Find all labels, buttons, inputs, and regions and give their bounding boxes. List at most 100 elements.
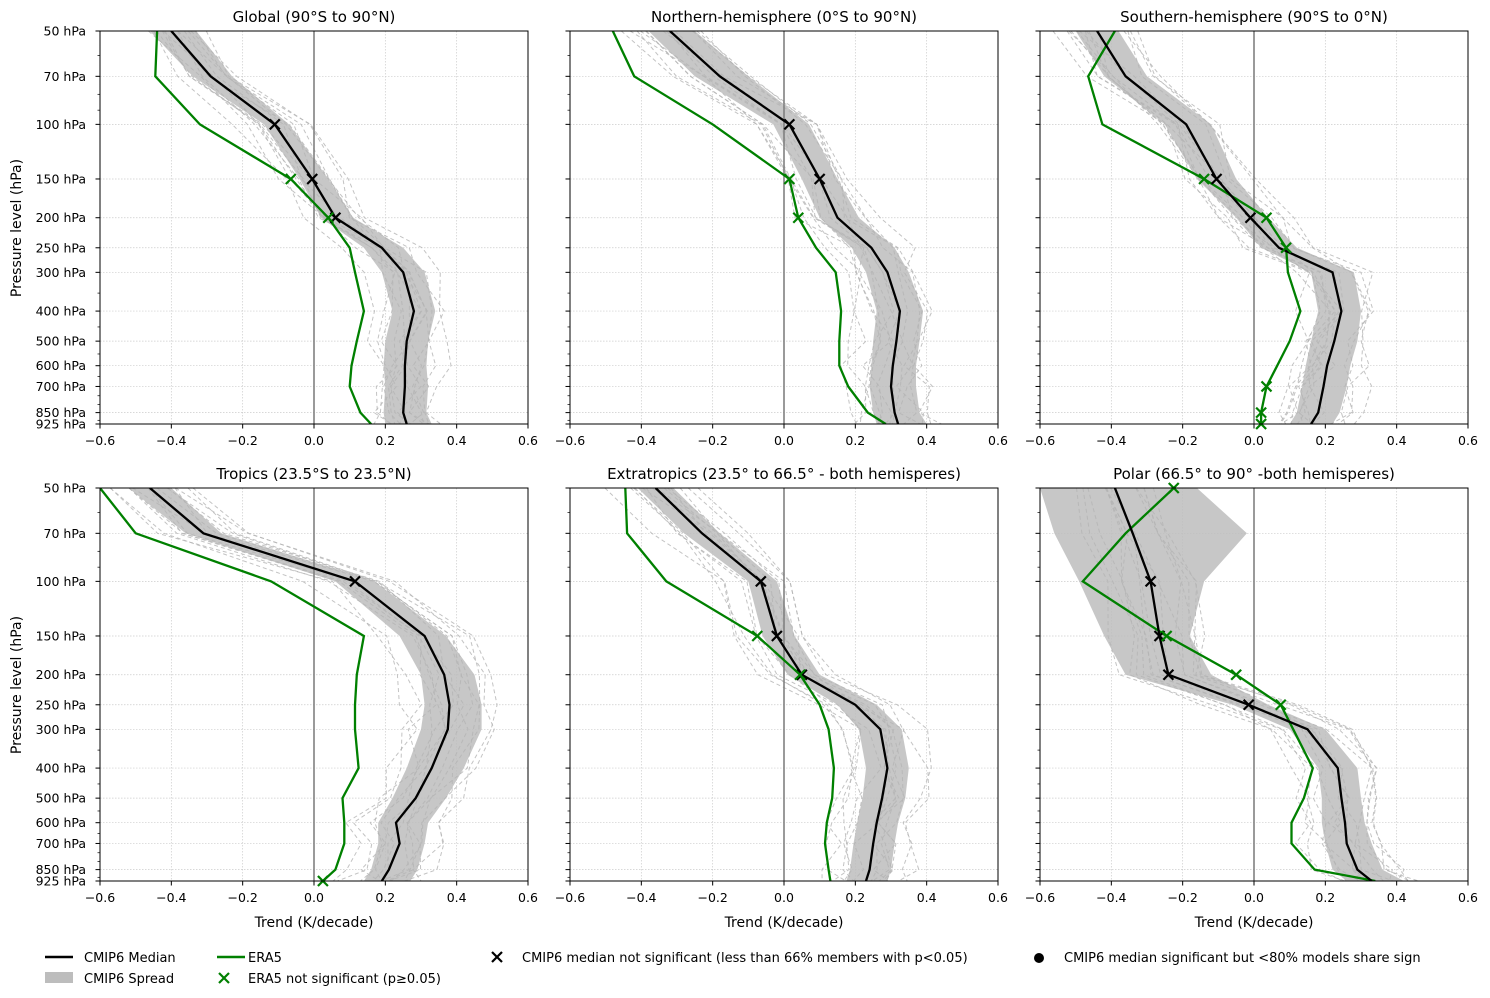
y-tick-label: 850 hPa [36,405,86,420]
x-tick-label: 0.2 [845,890,865,905]
era5-ns-marker-stroke [1255,406,1267,419]
plot-area [1040,31,1468,424]
model-member-line [634,488,863,881]
y-tick-label: 100 hPa [36,574,86,589]
y-tick-label: 100 hPa [36,117,86,132]
model-member-line [674,31,918,424]
x-tick-label: −0.4 [156,433,186,448]
x-tick-label: 0.4 [447,890,467,905]
panel-northern-hemisphere: Northern-hemisphere (0°S to 90°N) −0.6 −0… [555,8,1008,448]
x-tick-label: −0.2 [1167,890,1197,905]
era5-ns-marker-stroke [751,630,764,642]
era5-ns-marker [1260,380,1273,393]
era5-ns-marker-stroke [1280,242,1292,254]
y-tick-label: 70 hPa [44,69,86,84]
model-member-line [1078,31,1340,424]
x-tick-label: 0.0 [304,890,324,905]
x-tick-label: −0.2 [1167,433,1197,448]
model-member-line [177,31,406,424]
model-member-line [1135,488,1393,881]
model-member-line [1127,31,1371,424]
era5-ns-marker [1274,699,1287,711]
y-tick-label: 500 hPa [36,791,86,806]
model-member-line [1084,31,1331,424]
legend-median-label: CMIP6 Median [84,951,176,966]
model-member-line [645,31,892,424]
model-member-line [205,31,452,424]
model-member-line [633,488,862,881]
model-member-line [666,488,900,881]
x-tick-label: −0.4 [626,890,656,905]
median-ns-marker-stroke [771,630,783,642]
model-member-line [1143,488,1410,881]
y-tick-label: 50 hPa [44,481,86,496]
y-tick-label: 150 hPa [36,628,86,643]
model-member-line [679,488,897,881]
era5-ns-marker-stroke [1160,630,1173,642]
spread-band [149,31,436,424]
model-member-line [629,31,881,424]
era5-ns-marker-stroke [1230,668,1242,681]
model-member-line [109,488,418,881]
x-tick-label: 0.0 [304,433,324,448]
x-tick-label: 0.2 [845,433,865,448]
model-member-line [696,31,923,424]
model-member-line [148,31,398,424]
median-ns-marker [306,173,318,185]
median-ns-marker-stroke [349,575,361,588]
x-tick-label: −0.4 [156,890,186,905]
y-tick-label: 300 hPa [36,722,86,737]
model-member-line [1137,31,1374,424]
legend-median-ns-marker [491,951,503,963]
era5-ns-marker-stroke [322,211,335,224]
y-tick-label: 925 hPa [36,417,86,432]
legend-median-ns-label: CMIP6 median not significant (less than … [522,951,968,966]
y-axis-label-bottom: Pressure level (hPa) [9,616,25,754]
x-axis-label: Trend (K/decade) [254,915,374,931]
y-tick-label: 500 hPa [36,334,86,349]
spread-band [648,31,927,424]
panel-tropics: Tropics (23.5°S to 23.5°N) 50 hPa 70 hPa 1… [36,465,538,905]
spread-band [1075,31,1361,424]
y-tick-label: 300 hPa [36,265,86,280]
median-ns-marker [1162,668,1175,681]
x-tick-label: −0.2 [227,433,257,448]
legend-median-sign-label: CMIP6 median significant but <80% models… [1064,951,1421,966]
model-member-line [1076,31,1343,424]
median-ns-marker [1242,699,1255,711]
panel-title: Extratropics (23.5° to 66.5° - both hemi… [607,465,961,483]
era5-ns-marker-stroke [1274,699,1287,711]
y-tick-label: 200 hPa [36,210,86,225]
model-member-line [183,31,423,424]
model-member-line [110,488,422,881]
y-tick-label: 250 hPa [36,240,86,255]
y-tick-label: 600 hPa [36,358,86,373]
model-member-line [667,31,904,424]
x-tick-label: −0.6 [85,890,115,905]
model-member-line [167,488,465,881]
legend-spread-label: CMIP6 Spread [84,972,174,987]
legend-item-spread: CMIP6 Spread [45,972,174,987]
y-axis-label-top: Pressure level (hPa) [9,159,25,297]
median-ns-marker-stroke [1244,211,1257,224]
era5-line [611,31,887,424]
era5-line [1081,488,1376,881]
median-ns-marker-stroke [1162,668,1175,681]
model-member-line [1076,488,1344,881]
panel-title: Southern-hemisphere (90°S to 0°N) [1120,8,1388,26]
era5-ns-marker [792,211,805,224]
model-member-line [1152,488,1419,881]
era5-ns-marker [1230,668,1242,681]
model-member-line [656,488,897,881]
x-tick-label: 0.0 [1244,433,1264,448]
era5-ns-marker-stroke [792,211,805,224]
x-tick-label: −0.4 [1096,433,1126,448]
era5-ns-marker [285,173,297,185]
median-ns-marker-stroke [813,173,826,185]
spread-band [128,488,482,881]
model-member-line [147,488,446,881]
x-tick-label: 0.2 [1315,890,1335,905]
x-tick-label: 0.2 [1315,433,1335,448]
plot-area [100,488,528,881]
median-ns-marker [268,118,281,131]
